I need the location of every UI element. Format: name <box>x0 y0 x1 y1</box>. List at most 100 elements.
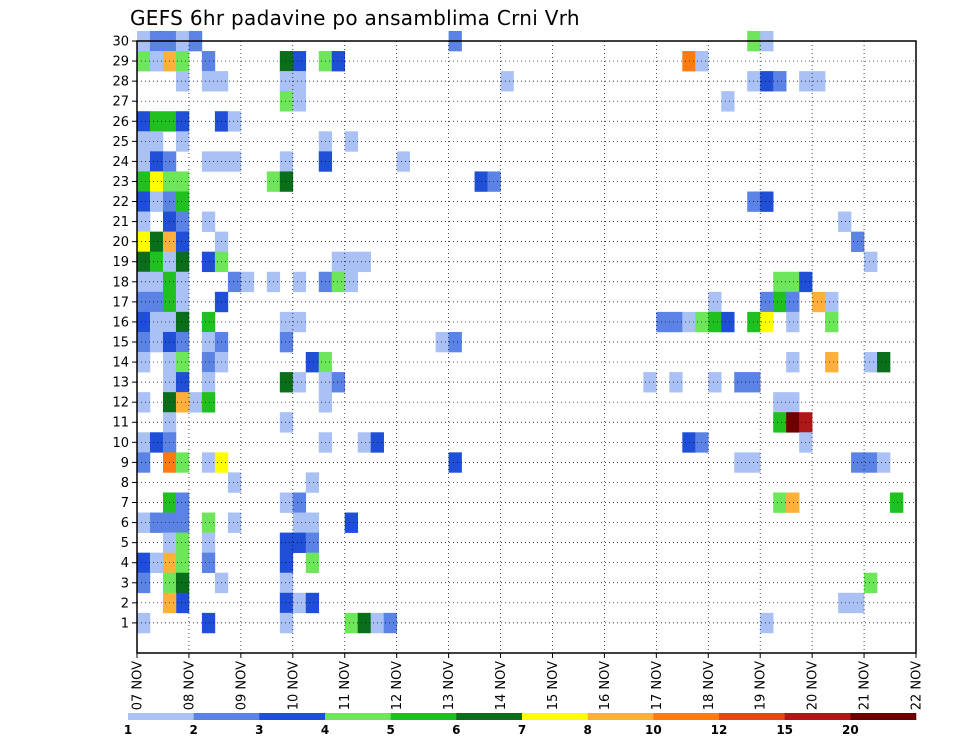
y-tick-label: 20 <box>112 235 129 250</box>
heat-cell <box>786 311 800 333</box>
heat-cell <box>825 291 839 313</box>
heat-cell <box>227 151 242 172</box>
heat-cell <box>292 71 307 92</box>
heat-cell <box>331 51 346 72</box>
heat-cell <box>201 372 216 393</box>
heat-cell <box>279 552 294 574</box>
x-tick-label: 10 NOV <box>286 661 301 710</box>
plot-frame <box>136 40 917 654</box>
heat-cell <box>175 311 190 333</box>
heat-cell <box>137 131 151 152</box>
heat-cell <box>149 552 164 574</box>
heat-cell <box>708 291 722 313</box>
y-tick-label: 26 <box>112 115 129 130</box>
heat-cell <box>175 251 190 273</box>
chart-title: GEFS 6hr padavine po ansamblima Crni Vrh <box>130 6 580 30</box>
x-tick-label: 19 NOV <box>754 661 769 710</box>
x-tick-label: 18 NOV <box>702 661 717 710</box>
heat-cell <box>305 352 320 373</box>
heat-cell <box>344 612 359 634</box>
x-tick-label: 22 NOV <box>910 661 925 710</box>
colorbar-label: 6 <box>452 723 460 737</box>
heat-cell <box>175 211 190 232</box>
heat-cell <box>201 392 216 413</box>
heat-cell <box>149 51 164 72</box>
heat-cell <box>175 331 190 353</box>
heat-cell <box>721 311 735 333</box>
heat-cell <box>344 512 359 533</box>
heat-cell <box>708 311 722 333</box>
x-tick-label: 12 NOV <box>390 661 405 710</box>
heat-cell <box>149 131 164 152</box>
heat-cell <box>227 271 242 293</box>
heat-cell <box>292 372 307 393</box>
colorbar-label: 15 <box>776 723 793 737</box>
y-tick-label: 13 <box>112 376 129 391</box>
heat-cell <box>175 532 190 553</box>
heat-cell <box>175 111 190 132</box>
y-tick-label: 30 <box>112 35 129 50</box>
heat-cell <box>279 492 294 513</box>
x-tick-label: 14 NOV <box>494 661 509 710</box>
heat-cell <box>137 111 151 132</box>
heat-cell <box>188 392 203 413</box>
heat-cell <box>773 392 787 413</box>
y-tick-label: 6 <box>121 516 129 531</box>
heat-cell <box>292 592 307 614</box>
heat-cell <box>773 71 787 92</box>
heat-cell <box>175 51 190 72</box>
heat-cell <box>279 572 294 594</box>
heat-cell <box>292 91 307 112</box>
heat-cell <box>175 291 190 313</box>
heat-cell <box>149 191 164 212</box>
heat-cell <box>760 291 774 313</box>
y-tick-label: 22 <box>112 195 129 210</box>
heat-cell <box>175 71 190 92</box>
colorbar-segment <box>522 713 588 720</box>
heat-cell <box>279 331 294 353</box>
heat-cell <box>331 271 346 293</box>
y-tick-label: 15 <box>112 335 129 350</box>
y-tick-label: 29 <box>112 55 129 70</box>
y-tick-label: 21 <box>112 215 129 230</box>
heat-cell <box>149 291 164 313</box>
heat-cell <box>773 492 787 513</box>
y-tick-label: 9 <box>121 456 129 471</box>
colorbar-segment <box>259 713 326 720</box>
heat-cell <box>292 311 307 333</box>
heat-cell <box>201 532 216 553</box>
heat-cell <box>175 191 190 212</box>
heat-cell <box>175 392 190 413</box>
y-tick-label: 19 <box>112 255 129 270</box>
colorbar-label: 12 <box>711 723 728 737</box>
x-tick-label: 13 NOV <box>442 661 457 710</box>
y-tick-label: 11 <box>112 416 129 431</box>
heat-cell <box>279 612 294 634</box>
y-tick-label: 27 <box>112 95 129 110</box>
heat-cell <box>357 612 371 634</box>
colorbar-label: 10 <box>645 723 662 737</box>
heat-cell <box>149 432 164 453</box>
colorbar-label: 4 <box>321 723 329 737</box>
heat-cell <box>137 271 151 293</box>
heat-cell <box>773 412 787 433</box>
colorbar-segment <box>850 713 917 720</box>
heat-cell <box>279 151 294 172</box>
colorbar-segment <box>456 713 523 720</box>
heat-cell <box>175 492 190 513</box>
heat-cell <box>734 452 748 473</box>
heat-cell <box>279 412 294 433</box>
heat-cell <box>786 392 800 413</box>
heat-cell <box>786 352 800 373</box>
heat-cell <box>292 51 307 72</box>
colorbar-segment <box>587 713 654 720</box>
colorbar-label: 1 <box>124 723 132 737</box>
heat-cell <box>175 572 190 594</box>
heat-cell <box>773 271 787 293</box>
heat-cell <box>760 191 774 212</box>
heat-cell <box>137 291 151 313</box>
colorbar-segment <box>719 713 785 720</box>
heat-cell <box>137 331 151 353</box>
heat-cell <box>292 512 307 533</box>
